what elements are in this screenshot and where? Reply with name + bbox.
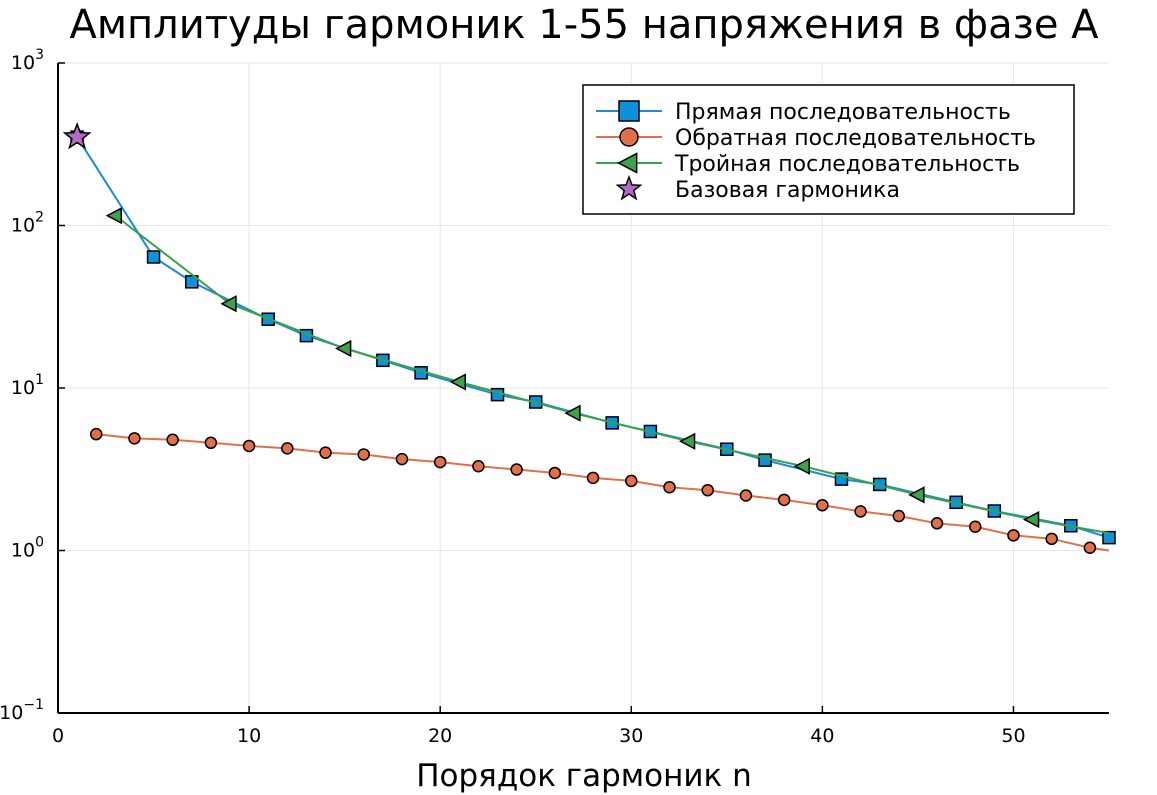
- x-axis-ticks: 0 10 20 30 40 50: [52, 706, 1026, 747]
- y-tick-base: 10: [11, 540, 35, 562]
- data-point: [281, 442, 294, 455]
- legend-item: Базовая гармоника: [615, 174, 900, 203]
- data-point: [892, 509, 906, 523]
- data-point: [908, 486, 925, 504]
- data-point: [472, 459, 485, 473]
- x-axis-label: Порядок гармоник n: [416, 758, 752, 794]
- data-point: [334, 339, 352, 358]
- data-point: [449, 373, 466, 391]
- data-point: [816, 498, 829, 512]
- legend-item: Обратная последовательность: [596, 126, 1036, 151]
- legend-box: [582, 84, 1075, 215]
- data-point: [105, 207, 123, 225]
- legend-item: Прямая последовательность: [596, 100, 1011, 125]
- y-tick-exponent: 2: [35, 210, 44, 226]
- data-point: [1022, 510, 1040, 529]
- data-point: [586, 471, 600, 485]
- data-point: [968, 520, 982, 534]
- x-tick-label: 0: [52, 725, 64, 747]
- series-2: [89, 427, 1110, 554]
- x-tick-label: 50: [1001, 725, 1025, 747]
- y-tick-label: 101: [11, 372, 44, 399]
- y-tick-label: 100: [11, 535, 44, 562]
- legend-label: Тройная последовательность: [674, 152, 1020, 177]
- data-point: [739, 489, 753, 502]
- data-point: [793, 457, 810, 475]
- series-line: [96, 433, 1110, 552]
- data-point: [930, 517, 944, 530]
- data-point: [128, 432, 141, 445]
- data-point: [319, 446, 332, 459]
- y-tick-label: 102: [11, 210, 44, 237]
- legend-marker: [617, 152, 638, 174]
- series-3: [105, 207, 1110, 535]
- data-point: [357, 448, 370, 461]
- legend-item: Тройная последовательность: [596, 152, 1020, 177]
- data-point: [62, 121, 92, 150]
- y-tick-exponent: 0: [35, 535, 44, 551]
- data-point: [678, 432, 696, 450]
- data-point: [701, 483, 714, 497]
- data-point: [433, 455, 447, 469]
- data-point: [1083, 541, 1097, 554]
- data-point: [1007, 529, 1020, 542]
- legend-label: Базовая гармоника: [675, 178, 900, 203]
- data-point: [242, 439, 256, 453]
- y-tick-exponent: 1: [35, 372, 44, 388]
- y-tick-label: 10−1: [0, 697, 44, 724]
- data-point: [1102, 530, 1116, 545]
- x-tick-label: 30: [619, 725, 643, 747]
- data-point: [548, 466, 562, 480]
- data-point: [146, 250, 161, 264]
- data-point: [220, 295, 237, 313]
- data-point: [758, 453, 772, 467]
- legend-marker: [615, 174, 643, 201]
- series-line: [114, 214, 1110, 535]
- data-point: [166, 433, 179, 447]
- series-4: [62, 121, 92, 150]
- y-tick-exponent: 3: [35, 47, 44, 63]
- data-point: [625, 474, 638, 488]
- data-point: [663, 481, 676, 494]
- data-point: [564, 404, 581, 422]
- data-point: [204, 436, 218, 450]
- y-tick-base: 10: [11, 52, 35, 74]
- data-point: [1045, 532, 1058, 546]
- data-point: [185, 275, 199, 289]
- y-tick-base: 10: [11, 215, 35, 237]
- data-point: [777, 493, 791, 507]
- legend-marker: [619, 127, 639, 147]
- x-tick-label: 20: [428, 725, 452, 747]
- data-point: [395, 452, 409, 466]
- data-point: [89, 427, 103, 441]
- y-tick-label: 103: [11, 47, 44, 74]
- y-tick-base: 10: [11, 377, 35, 399]
- x-tick-label: 40: [810, 725, 834, 747]
- legend-label: Обратная последовательность: [675, 126, 1036, 151]
- y-tick-exponent: −1: [23, 697, 44, 713]
- data-point: [854, 505, 867, 518]
- legend-label: Прямая последовательность: [675, 100, 1011, 125]
- data-point: [510, 463, 523, 476]
- series-layer: [62, 121, 1116, 554]
- y-tick-base: 10: [0, 702, 23, 724]
- legend-marker: [618, 100, 640, 122]
- chart-title: Амплитуды гармоник 1-55 напряжения в фаз…: [69, 2, 1099, 48]
- x-tick-label: 10: [237, 725, 261, 747]
